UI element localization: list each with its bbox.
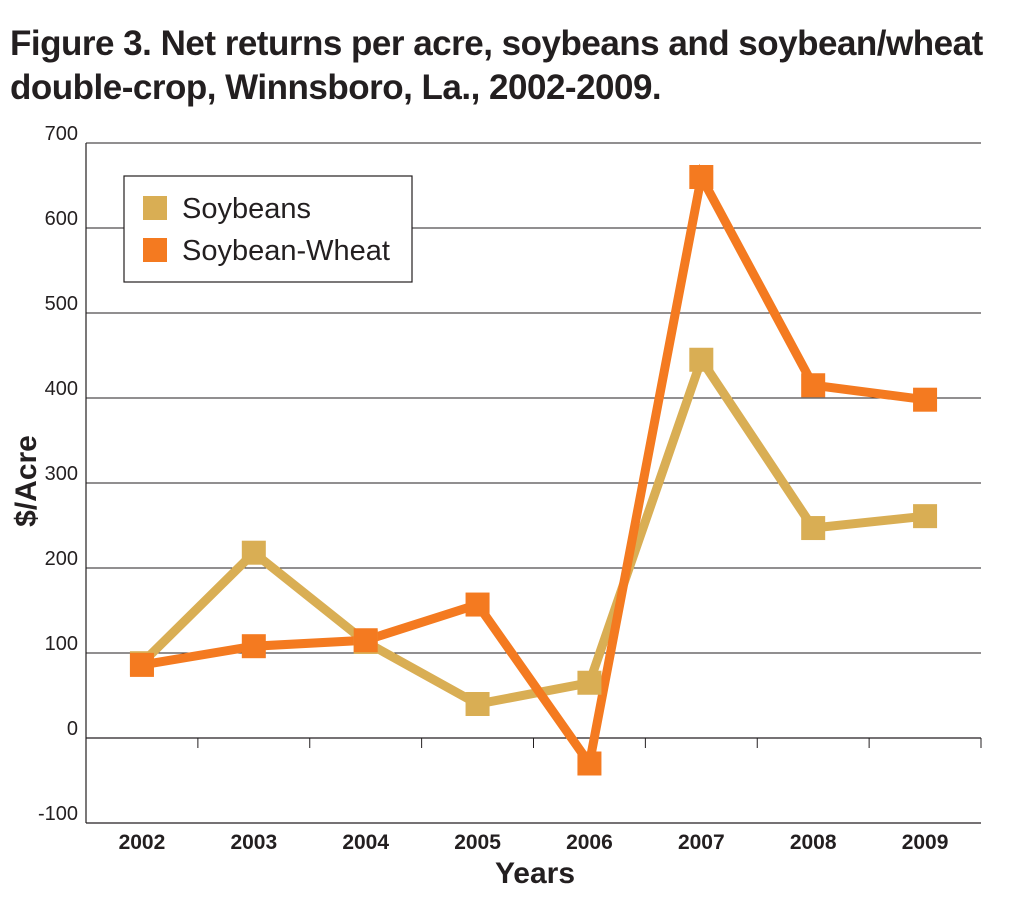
x-tick-label: 2008 xyxy=(790,831,837,854)
x-tick-label: 2007 xyxy=(678,831,725,854)
y-tick-label: 500 xyxy=(45,293,78,315)
legend: Soybeans Soybean-Wheat xyxy=(123,175,413,283)
legend-swatch xyxy=(143,196,167,220)
y-tick-label: 700 xyxy=(45,123,78,145)
data-point-soybean-wheat xyxy=(129,652,154,677)
y-axis-title: $/Acre xyxy=(10,435,43,527)
y-tick-label: 100 xyxy=(45,633,78,655)
data-point-soybeans xyxy=(801,516,826,541)
x-tick-label: 2004 xyxy=(342,831,389,854)
x-tick-label: 2005 xyxy=(454,831,501,854)
x-axis-title: Years xyxy=(495,857,575,890)
data-point-soybean-wheat xyxy=(241,634,266,659)
data-point-soybean-wheat xyxy=(577,751,602,776)
data-point-soybean-wheat xyxy=(913,387,938,412)
y-axis-ticks: 700 600 500 400 300 200 100 0 -100 xyxy=(38,123,78,825)
data-point-soybean-wheat xyxy=(353,628,378,653)
x-tick-label: 2003 xyxy=(230,831,277,854)
series-line-soybean-wheat xyxy=(141,163,926,775)
chart-title: Figure 3. Net returns per acre, soybeans… xyxy=(10,24,983,107)
series-markers xyxy=(129,165,938,776)
y-tick-label: 600 xyxy=(45,208,78,230)
y-tick-label: 300 xyxy=(45,463,78,485)
data-point-soybeans xyxy=(465,692,490,716)
legend-swatch xyxy=(143,238,167,262)
series-lines xyxy=(138,163,926,775)
y-tick-label: -100 xyxy=(38,803,78,825)
y-tick-label: 0 xyxy=(67,718,78,740)
legend-box xyxy=(123,175,413,283)
data-point-soybeans xyxy=(577,670,602,695)
y-tick-label: 200 xyxy=(45,548,78,570)
x-axis-ticks: 2002 2003 2004 2005 2006 2007 2008 2009 xyxy=(119,831,949,854)
x-tick-label: 2006 xyxy=(566,831,613,854)
legend-label: Soybean-Wheat xyxy=(182,235,390,267)
x-tick-label: 2002 xyxy=(119,831,166,854)
data-point-soybeans xyxy=(913,504,938,529)
data-point-soybean-wheat xyxy=(689,165,714,189)
data-point-soybeans xyxy=(689,347,714,372)
data-point-soybeans xyxy=(241,540,266,565)
axes xyxy=(85,143,982,824)
legend-label: Soybeans xyxy=(182,193,311,225)
y-tick-label: 400 xyxy=(45,378,78,400)
data-point-soybean-wheat xyxy=(801,373,826,398)
x-tick-label: 2009 xyxy=(902,831,949,854)
series-line-soybeans xyxy=(138,349,926,709)
data-point-soybean-wheat xyxy=(465,592,490,617)
